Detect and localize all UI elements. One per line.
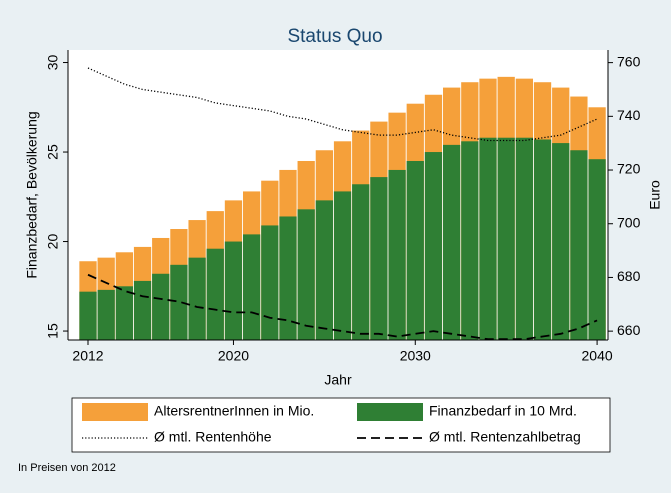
line <box>87 67 598 142</box>
bar <box>133 280 152 340</box>
bar <box>97 289 115 340</box>
bar <box>533 139 552 340</box>
y-tick-label: 20 <box>45 234 61 250</box>
bar <box>243 234 261 340</box>
bar <box>370 177 388 340</box>
bar <box>224 241 243 340</box>
bar <box>79 291 97 340</box>
legend-swatch <box>82 403 148 421</box>
bar <box>315 200 333 340</box>
y2-axis-title: Euro <box>647 180 663 210</box>
y-tick-label: 30 <box>45 55 61 71</box>
chart-title: Status Quo <box>287 26 382 47</box>
bar <box>515 137 533 340</box>
x-axis-title: Jahr <box>324 372 352 388</box>
note: In Preisen von 2012 <box>18 462 116 474</box>
bar <box>333 191 352 340</box>
legend <box>71 397 611 453</box>
x-tick-label: 2030 <box>400 348 431 364</box>
bar <box>279 216 297 340</box>
bar <box>497 137 515 340</box>
y-tick-label: 15 <box>45 323 61 339</box>
legend-label: Ø mtl. Rentenzahlbetrag <box>429 429 581 445</box>
x-tick-label: 2012 <box>72 348 103 364</box>
bar <box>552 143 570 340</box>
bar <box>188 257 206 340</box>
legend-label: Finanzbedarf in 10 Mrd. <box>429 403 577 419</box>
y2-tick-label: 720 <box>617 161 641 177</box>
bar <box>170 264 188 340</box>
bar <box>115 286 133 340</box>
y2-tick-label: 660 <box>617 322 641 338</box>
x-tick-label: 2040 <box>582 348 613 364</box>
bar <box>461 141 479 340</box>
bar <box>152 273 170 340</box>
y2-tick-label: 760 <box>617 53 641 69</box>
bar <box>424 152 443 340</box>
legend-label: Ø mtl. Rentenhöhe <box>154 429 272 445</box>
y-tick-label: 25 <box>45 144 61 160</box>
bar <box>479 137 497 340</box>
bar <box>261 225 279 340</box>
bar <box>588 159 606 340</box>
y-axis-title: Finanzbedarf, Bevölkerung <box>24 111 40 278</box>
y2-tick-label: 740 <box>617 107 641 123</box>
legend-label: AltersrentnerInnen in Mio. <box>154 403 314 419</box>
bar <box>352 184 370 340</box>
legend-swatch <box>357 403 423 421</box>
bar <box>206 248 224 340</box>
bar <box>443 144 461 340</box>
y2-tick-label: 700 <box>617 214 641 230</box>
line <box>87 273 598 341</box>
bar <box>406 160 424 340</box>
y2-tick-label: 680 <box>617 268 641 284</box>
bar <box>297 209 315 340</box>
bar <box>388 169 406 340</box>
bar <box>570 150 588 340</box>
x-tick-label: 2020 <box>218 348 249 364</box>
